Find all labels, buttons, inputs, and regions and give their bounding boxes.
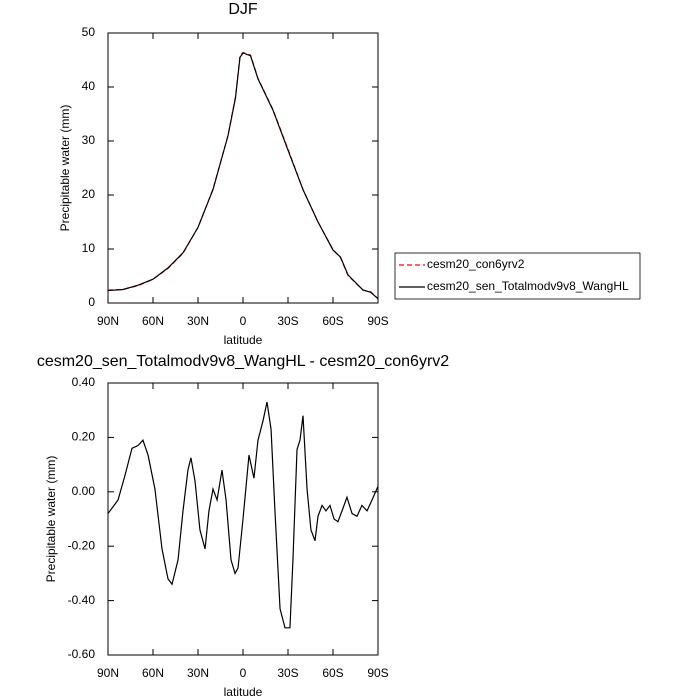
x-tick-label: 60N xyxy=(142,666,164,680)
data-line xyxy=(107,401,379,629)
x-tick-label: 90S xyxy=(367,314,388,328)
x-axis-label: latitude xyxy=(224,685,263,699)
y-tick-label: 0.00 xyxy=(72,484,96,498)
x-tick-label: 60S xyxy=(322,666,343,680)
x-tick-label: 90S xyxy=(367,666,388,680)
y-tick-label: 0.40 xyxy=(72,375,96,389)
legend-label: cesm20_con6yrv2 xyxy=(427,257,525,271)
y-axis-label: Precipitable water (mm) xyxy=(58,105,72,232)
y-tick-label: -0.20 xyxy=(68,538,96,552)
x-tick-label: 60N xyxy=(142,314,164,328)
plot-frame xyxy=(107,32,379,304)
y-tick-label: 0.20 xyxy=(72,430,96,444)
y-tick-label: 40 xyxy=(82,79,96,93)
x-tick-label: 0 xyxy=(240,314,247,328)
y-tick-label: 20 xyxy=(82,187,96,201)
y-tick-label: -0.60 xyxy=(68,647,96,661)
x-tick-label: 30N xyxy=(187,314,209,328)
x-tick-label: 90N xyxy=(97,314,119,328)
x-tick-label: 30S xyxy=(277,666,298,680)
y-tick-label: 10 xyxy=(82,241,96,255)
chart-title: DJF xyxy=(228,1,258,18)
y-tick-label: -0.40 xyxy=(68,593,96,607)
x-tick-label: 30N xyxy=(187,666,209,680)
legend-label: cesm20_sen_Totalmodv9v8_WangHL xyxy=(427,279,629,293)
y-axis-label: Precipitable water (mm) xyxy=(44,456,58,583)
legend-box xyxy=(394,252,641,300)
x-tick-label: 30S xyxy=(277,314,298,328)
x-tick-label: 60S xyxy=(322,314,343,328)
x-tick-label: 90N xyxy=(97,666,119,680)
data-line xyxy=(107,52,379,300)
y-tick-label: 30 xyxy=(82,133,96,147)
y-tick-label: 0 xyxy=(88,295,95,309)
data-line xyxy=(107,51,379,300)
x-axis-label: latitude xyxy=(224,333,263,347)
chart-title: cesm20_sen_Totalmodv9v8_WangHL - cesm20_… xyxy=(37,353,449,370)
x-tick-label: 0 xyxy=(240,666,247,680)
y-tick-label: 50 xyxy=(82,25,96,39)
